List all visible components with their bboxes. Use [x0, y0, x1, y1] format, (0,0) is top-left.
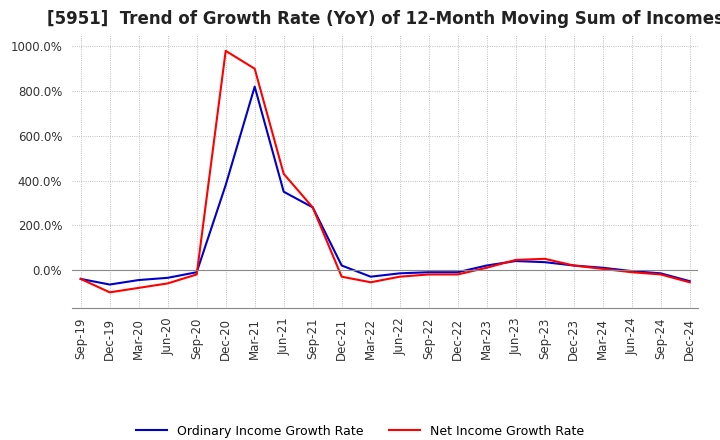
- Ordinary Income Growth Rate: [192, 270, 201, 275]
- Line: Ordinary Income Growth Rate: Ordinary Income Growth Rate: [81, 87, 690, 285]
- Net Income Growth Rate: [163, 281, 172, 286]
- Ordinary Income Growth Rate: [685, 279, 694, 284]
- Net Income Growth Rate: [279, 171, 288, 176]
- Ordinary Income Growth Rate: [163, 275, 172, 280]
- Net Income Growth Rate: [308, 205, 317, 210]
- Ordinary Income Growth Rate: [541, 260, 549, 265]
- Ordinary Income Growth Rate: [76, 276, 85, 282]
- Net Income Growth Rate: [598, 266, 607, 271]
- Net Income Growth Rate: [366, 280, 375, 285]
- Ordinary Income Growth Rate: [251, 84, 259, 89]
- Net Income Growth Rate: [482, 265, 491, 271]
- Ordinary Income Growth Rate: [105, 282, 114, 287]
- Ordinary Income Growth Rate: [511, 258, 520, 264]
- Ordinary Income Growth Rate: [135, 277, 143, 282]
- Net Income Growth Rate: [221, 48, 230, 54]
- Net Income Growth Rate: [685, 280, 694, 285]
- Net Income Growth Rate: [454, 272, 462, 277]
- Ordinary Income Growth Rate: [221, 182, 230, 187]
- Net Income Growth Rate: [627, 270, 636, 275]
- Ordinary Income Growth Rate: [308, 205, 317, 210]
- Ordinary Income Growth Rate: [366, 274, 375, 279]
- Ordinary Income Growth Rate: [424, 270, 433, 275]
- Net Income Growth Rate: [570, 263, 578, 268]
- Ordinary Income Growth Rate: [395, 271, 404, 276]
- Ordinary Income Growth Rate: [598, 265, 607, 271]
- Net Income Growth Rate: [251, 66, 259, 71]
- Net Income Growth Rate: [541, 256, 549, 261]
- Legend: Ordinary Income Growth Rate, Net Income Growth Rate: Ordinary Income Growth Rate, Net Income …: [131, 420, 589, 440]
- Ordinary Income Growth Rate: [657, 271, 665, 276]
- Net Income Growth Rate: [395, 274, 404, 279]
- Net Income Growth Rate: [424, 272, 433, 277]
- Net Income Growth Rate: [105, 290, 114, 295]
- Ordinary Income Growth Rate: [279, 189, 288, 194]
- Net Income Growth Rate: [76, 276, 85, 282]
- Net Income Growth Rate: [511, 257, 520, 263]
- Ordinary Income Growth Rate: [338, 263, 346, 268]
- Ordinary Income Growth Rate: [454, 270, 462, 275]
- Net Income Growth Rate: [192, 272, 201, 277]
- Ordinary Income Growth Rate: [570, 263, 578, 268]
- Ordinary Income Growth Rate: [482, 263, 491, 268]
- Net Income Growth Rate: [657, 272, 665, 277]
- Ordinary Income Growth Rate: [627, 268, 636, 274]
- Title: [5951]  Trend of Growth Rate (YoY) of 12-Month Moving Sum of Incomes: [5951] Trend of Growth Rate (YoY) of 12-…: [47, 10, 720, 28]
- Line: Net Income Growth Rate: Net Income Growth Rate: [81, 51, 690, 292]
- Net Income Growth Rate: [135, 285, 143, 290]
- Net Income Growth Rate: [338, 274, 346, 279]
